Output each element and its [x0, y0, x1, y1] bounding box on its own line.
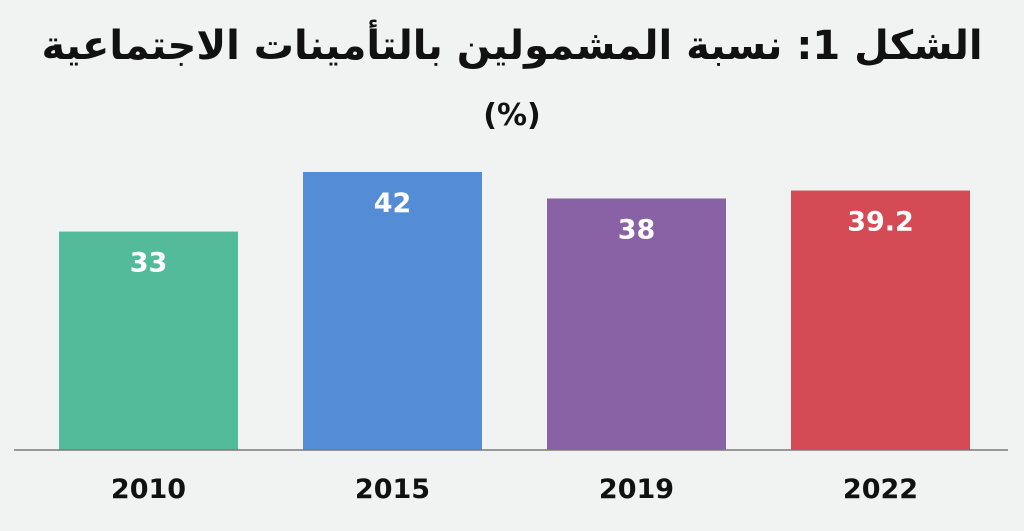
bar-2022: [791, 190, 970, 451]
chart-title: الشكل 1: نسبة المشمولين بالتأمينات الاجت…: [41, 23, 983, 69]
chart-subtitle: (%): [483, 98, 541, 133]
bar-2015: [303, 172, 482, 450]
data-label-2019: 38: [618, 214, 656, 245]
x-tick-label-2019: 2019: [599, 474, 674, 505]
labels-group: 33 2010 42 2015 38 2019 39.2 2022: [111, 188, 918, 505]
x-tick-label-2010: 2010: [111, 474, 186, 505]
data-label-2022: 39.2: [847, 207, 914, 238]
bar-2019: [547, 198, 726, 450]
x-tick-label-2015: 2015: [355, 474, 430, 505]
data-label-2010: 33: [130, 248, 168, 279]
data-label-2015: 42: [374, 188, 412, 219]
bars-group: [59, 172, 970, 451]
bar-2010: [59, 231, 238, 450]
x-tick-label-2022: 2022: [843, 474, 918, 505]
